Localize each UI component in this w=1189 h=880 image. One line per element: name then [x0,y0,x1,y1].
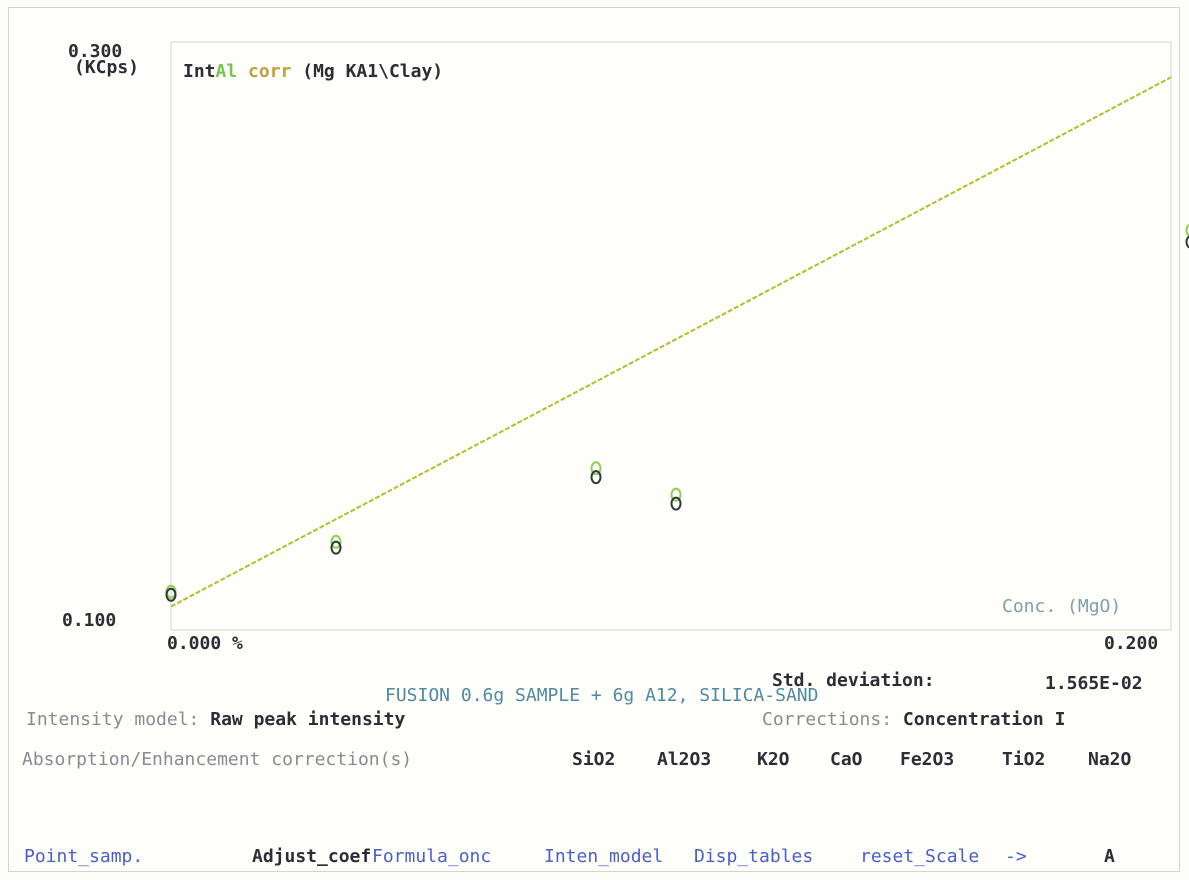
corrections-label: Corrections: [762,709,893,730]
menu-formula-onc[interactable]: Formula_onc [372,846,492,867]
intensity-model-row: Intensity model: Raw peak intensity [26,710,405,730]
data-point-corrected-3 [590,461,602,476]
data-point-measured-3 [590,470,602,485]
chart-title: IntAl corr (Mg KA1\Clay) [183,62,443,82]
data-point-corrected-4 [670,487,682,502]
chart-title-prefix: Int [183,61,216,82]
std-deviation-value: 1.565E-02 [1045,673,1143,694]
menu-point-samp[interactable]: Point_samp. [24,846,144,867]
plot-area-box [170,41,1172,631]
data-point-measured-1 [165,587,177,602]
y-tick-top: 0.300 [68,41,123,62]
corrections-value: Concentration I [902,709,1066,730]
oxide-k2o: K2O [757,749,790,770]
menu-selected-key[interactable]: A [1104,846,1115,867]
x-axis-label: Conc. (MgO) [1002,596,1122,617]
oxide-al2o3: Al2O3 [657,749,712,770]
x-tick-left: 0.000 % [167,634,243,654]
absorption-label: Absorption/Enhancement correction(s) [22,749,413,770]
oxide-cao: CaO [830,749,863,770]
sample-note: FUSION 0.6g SAMPLE + 6g A12, SILICA-SAND [385,685,819,706]
fit-line [170,76,1172,608]
intensity-model-value: Raw peak intensity [210,709,406,730]
oxide-tio2: TiO2 [1002,749,1046,770]
menu-disp-tables[interactable]: Disp_tables [694,846,814,867]
corrections-row: Corrections: Concentration I [762,710,1065,730]
display-frame [8,7,1180,872]
menu-arrow: -> [1005,846,1027,867]
intensity-model-label: Intensity model: [26,709,200,730]
data-point-measured-4 [670,496,682,511]
data-point-measured-5 [1185,235,1189,249]
chart-title-line: (Mg KA1\Clay) [302,61,444,82]
menu-inten-model[interactable]: Inten_model [544,846,664,867]
x-tick-right: 0.200 [1104,633,1159,654]
oxide-fe2o3: Fe2O3 [900,749,955,770]
oxide-sio2: SiO2 [572,749,616,770]
menu-adjust-coef[interactable]: Adjust_coef [252,846,372,867]
chart-title-element: Al [215,61,238,82]
oxide-na2o: Na2O [1088,749,1132,770]
x-tick-unit: % [232,633,243,654]
y-axis-unit: (KCps) [74,57,140,78]
menu-reset-scale[interactable]: reset_Scale [860,846,980,867]
data-point-corrected-5 [1185,223,1189,237]
std-deviation-label: Std. deviation: [772,670,935,691]
chart-title-corr: corr [248,61,292,82]
data-point-corrected-2 [330,534,342,549]
x-tick-left-value: 0.000 [167,633,222,654]
y-tick-bottom: 0.100 [62,610,117,631]
data-point-measured-2 [330,540,342,555]
